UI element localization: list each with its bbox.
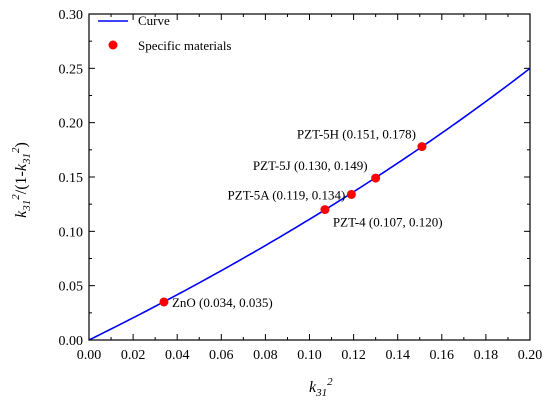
material-point — [159, 297, 169, 307]
point-annotation: PZT-5J (0.130, 0.149) — [253, 158, 368, 173]
legend-label-materials: Specific materials — [138, 38, 232, 53]
point-annotation: PZT-5H (0.151, 0.178) — [297, 127, 416, 142]
y-tick-label: 0.30 — [59, 8, 84, 23]
y-tick-labels: 0.00 0.05 0.10 0.15 0.20 0.25 0.30 — [59, 8, 84, 349]
x-axis-label: k312 — [309, 376, 333, 399]
x-tick-label: 0.02 — [121, 348, 146, 363]
y-tick-label: 0.25 — [59, 62, 84, 77]
axis-ticks — [88, 13, 531, 341]
x-tick-label: 0.14 — [385, 348, 410, 363]
plot-frame — [88, 13, 531, 341]
x-tick-label: 0.08 — [253, 348, 278, 363]
x-tick-label: 0.16 — [430, 348, 455, 363]
material-point — [371, 173, 381, 183]
y-tick-label: 0.10 — [59, 225, 84, 240]
x-tick-label: 0.04 — [165, 348, 190, 363]
data-points — [159, 142, 427, 307]
y-tick-label: 0.20 — [59, 117, 84, 132]
x-tick-label: 0.20 — [518, 348, 543, 363]
point-annotation: PZT-4 (0.107, 0.120) — [333, 215, 443, 230]
legend: Curve Specific materials — [98, 13, 232, 53]
material-point — [417, 142, 427, 152]
x-tick-labels: 0.00 0.02 0.04 0.06 0.08 0.10 0.12 0.14 0.16 0.18… — [77, 348, 543, 363]
point-annotations: ZnO (0.034, 0.035) PZT-4 (0.107, 0.120) PZ… — [172, 127, 443, 310]
material-point — [346, 189, 356, 199]
y-tick-label: 0.05 — [59, 280, 84, 295]
material-point — [320, 205, 330, 215]
x-tick-label: 0.12 — [341, 348, 366, 363]
y-tick-label: 0.15 — [59, 171, 84, 186]
point-annotation: ZnO (0.034, 0.035) — [172, 295, 273, 310]
x-tick-label: 0.00 — [77, 348, 102, 363]
legend-point-swatch — [108, 40, 118, 50]
legend-label-curve: Curve — [138, 13, 170, 28]
y-tick-label: 0.00 — [59, 334, 84, 349]
x-tick-label: 0.10 — [297, 348, 322, 363]
y-axis-label: k312/(1-k312) — [10, 142, 33, 218]
x-tick-label: 0.06 — [209, 348, 234, 363]
point-annotation: PZT-5A (0.119, 0.134) — [228, 187, 346, 202]
x-tick-label: 0.18 — [474, 348, 499, 363]
curve-line — [88, 67, 531, 341]
